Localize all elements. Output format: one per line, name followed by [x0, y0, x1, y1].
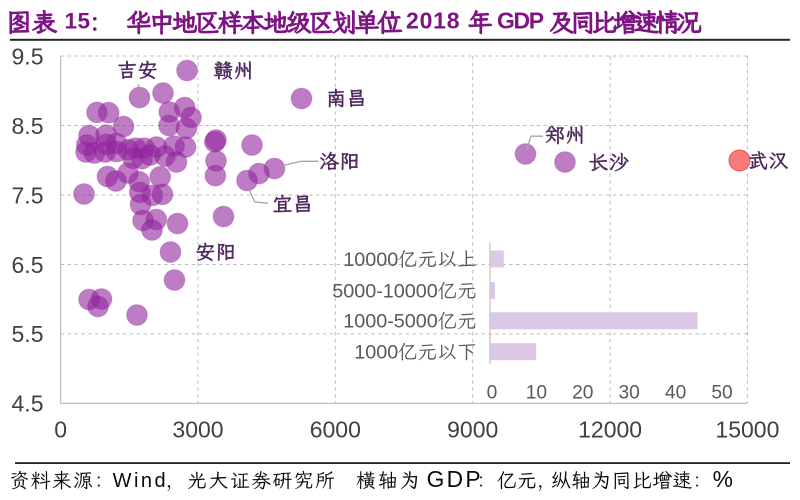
svg-text:8.5: 8.5 [12, 113, 44, 139]
svg-text:10: 10 [526, 383, 547, 404]
svg-text:1000-5000: 1000-5000 [343, 311, 438, 333]
svg-text:50: 50 [711, 383, 732, 404]
svg-text:%: % [713, 466, 733, 492]
svg-text:12000: 12000 [578, 417, 642, 443]
svg-text:1000: 1000 [354, 342, 398, 364]
svg-text:Wind: Wind [113, 470, 169, 492]
svg-text:10000: 10000 [343, 249, 398, 271]
svg-text:6.5: 6.5 [12, 252, 44, 278]
svg-text:9.5: 9.5 [12, 43, 44, 69]
svg-text:40: 40 [665, 383, 686, 404]
svg-text:30: 30 [619, 383, 640, 404]
svg-text:5.5: 5.5 [12, 321, 44, 347]
svg-text:4.5: 4.5 [12, 391, 44, 417]
svg-text:GDP: GDP [497, 8, 544, 34]
svg-text:GDP: GDP [427, 466, 483, 492]
svg-text:15000: 15000 [715, 417, 779, 443]
svg-text:20: 20 [572, 383, 593, 404]
svg-text:15: 15 [65, 8, 91, 33]
svg-text:0: 0 [54, 417, 67, 443]
svg-text:3000: 3000 [172, 417, 223, 443]
svg-text:7.5: 7.5 [12, 182, 44, 208]
svg-text:9000: 9000 [447, 417, 498, 443]
svg-text:2018: 2018 [406, 8, 460, 34]
svg-text:5000-10000: 5000-10000 [332, 280, 438, 302]
svg-text:0: 0 [487, 383, 498, 404]
svg-text:6000: 6000 [310, 417, 361, 443]
